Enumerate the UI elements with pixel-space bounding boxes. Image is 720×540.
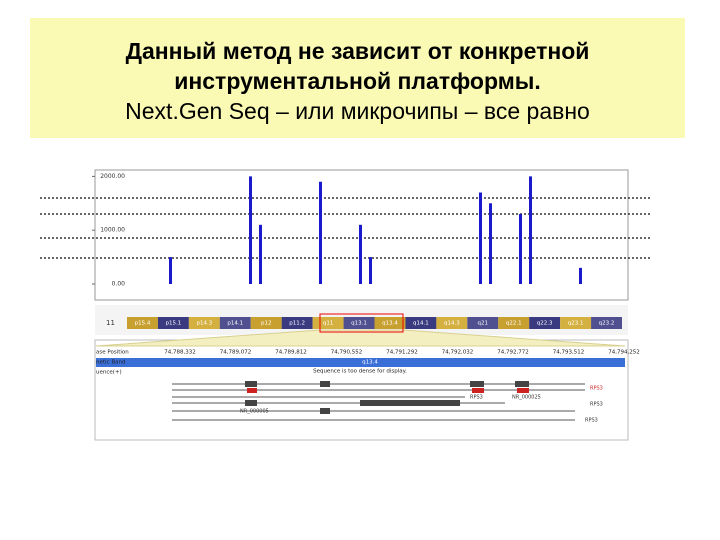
position-label: 74,792,772 (497, 350, 529, 356)
band (436, 317, 468, 329)
band (560, 317, 592, 329)
position-label: 74,788,332 (164, 350, 196, 356)
band-label: q13.4 (382, 321, 398, 327)
signal-bar (529, 176, 532, 284)
band (250, 317, 282, 329)
gene-label: RPS3 (590, 386, 603, 392)
band (281, 317, 313, 329)
y-tick-label: 0.00 (112, 281, 126, 288)
exon (320, 381, 330, 387)
y-tick-label: 1000.00 (100, 227, 125, 234)
row-label: uence(+) (96, 370, 122, 376)
exon (360, 400, 460, 406)
signal-bar (519, 214, 522, 284)
title-box: Данный метод не зависит от конкретной ин… (30, 18, 685, 138)
position-label: 74,789,072 (220, 350, 252, 356)
band-label: p15.4 (135, 321, 151, 327)
signal-bar (359, 224, 362, 284)
band-label: q22.1 (506, 321, 522, 327)
exon (245, 400, 257, 406)
exon (247, 388, 257, 393)
band (405, 317, 437, 329)
region-marker (319, 313, 404, 333)
gene-label: RPS3 (470, 395, 483, 401)
position-label: 74,789,812 (275, 350, 307, 356)
band (498, 317, 530, 329)
signal-bar (579, 267, 582, 284)
band (529, 317, 561, 329)
signal-bar (369, 257, 372, 284)
band-label: q21 (478, 321, 489, 327)
exon (515, 381, 529, 387)
sequence-note: Sequence is too dense for display. (313, 369, 407, 375)
exon (472, 388, 484, 393)
band (591, 317, 622, 329)
signal-bar (249, 176, 252, 284)
band-label: p15.1 (166, 321, 182, 327)
position-label: 74,793,512 (553, 350, 585, 356)
band-label: q23.1 (568, 321, 584, 327)
band (188, 317, 220, 329)
signal-bar (479, 192, 482, 284)
band (343, 317, 375, 329)
band-label: p14.1 (227, 321, 243, 327)
row-label: ase Position (96, 350, 129, 356)
band-name: q13.4 (362, 360, 378, 366)
band-label: q23.2 (599, 321, 615, 327)
band-bar (96, 358, 625, 367)
title-line: Next.Gen Seq – или микрочипы – все равно (125, 98, 590, 124)
gene-label: NR_000005 (240, 409, 269, 415)
band-label: q22.3 (537, 321, 553, 327)
band-label: q13.1 (351, 321, 367, 327)
guide-lines (40, 197, 650, 259)
zoom-wedge (95, 329, 626, 347)
exon (245, 381, 257, 387)
signal-bar (259, 224, 262, 284)
position-label: 74,790,552 (331, 350, 363, 356)
band-label: q14.3 (444, 321, 460, 327)
band (157, 317, 189, 329)
signal-bar (319, 181, 322, 284)
band-label: p11.2 (289, 321, 305, 327)
band (467, 317, 499, 329)
band-label: p14.3 (196, 321, 212, 327)
signal-bar (169, 257, 172, 284)
y-tick-label: 2000.00 (100, 173, 125, 180)
chromosome-label: 11 (106, 319, 115, 327)
position-label: 74,791,292 (386, 350, 418, 356)
exon (517, 388, 529, 393)
band-label: p12 (261, 321, 272, 327)
exons (245, 381, 529, 414)
position-label: 74,792,032 (442, 350, 474, 356)
gene-label: NR_000025 (512, 395, 541, 401)
band (127, 317, 158, 329)
title-line: Данный метод не зависит от конкретной (125, 38, 590, 64)
exon (470, 381, 484, 387)
title-line: инструментальной платформы. (174, 68, 541, 94)
exons-red (247, 388, 529, 393)
exon (320, 408, 330, 414)
band (374, 317, 406, 329)
gene-label: RPS3 (585, 418, 598, 424)
band-label: q14.1 (413, 321, 429, 327)
gene-label: RPS3 (590, 402, 603, 408)
signal-bar (489, 203, 492, 284)
row-label: netic Band (96, 360, 125, 366)
band-label: q11 (323, 321, 334, 327)
band (219, 317, 251, 329)
position-label: 74,794,252 (608, 350, 640, 356)
